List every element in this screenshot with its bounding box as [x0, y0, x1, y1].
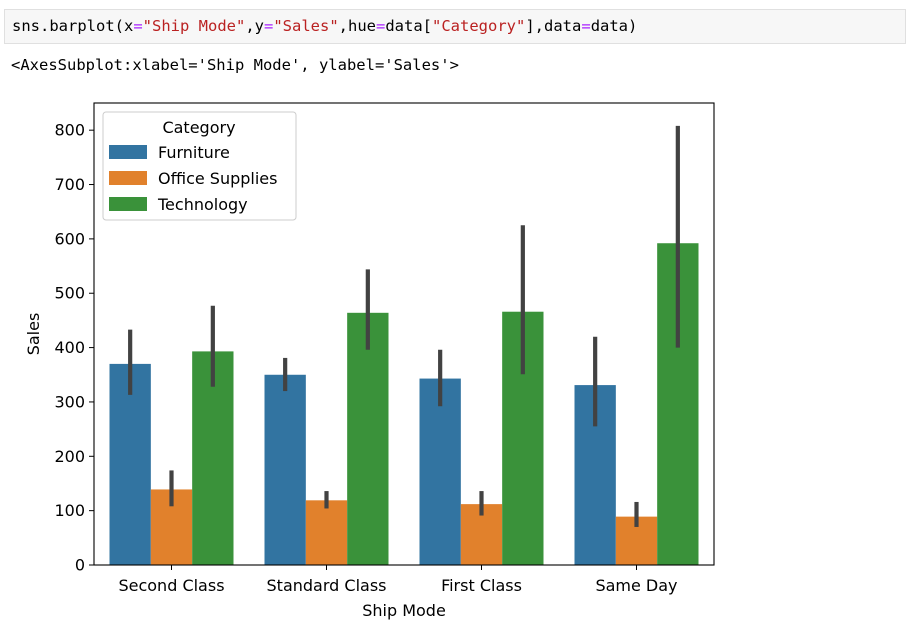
code-token: = — [376, 17, 386, 35]
y-tick-label: 500 — [54, 284, 85, 303]
code-token: = — [581, 17, 591, 35]
bar-furniture-2 — [419, 378, 461, 565]
y-tick-label: 100 — [54, 501, 85, 520]
code-token: "Ship Mode" — [142, 17, 246, 35]
code-token: = — [264, 17, 274, 35]
bar-technology-0 — [192, 351, 234, 565]
y-tick-label: 800 — [54, 121, 85, 140]
axes-frame — [93, 102, 715, 566]
code-token: sns.barplot(x — [12, 17, 134, 35]
x-axis: Second Class Standard Class First Class Sam… — [118, 565, 678, 595]
y-tick-label: 300 — [54, 392, 85, 411]
errorbars-group — [128, 125, 680, 527]
legend-swatch-technology — [109, 197, 147, 211]
cell-output-text: <AxesSubplot:xlabel='Ship Mode', ylabel=… — [11, 56, 459, 74]
code-token: ,hue — [338, 17, 376, 35]
y-axis: 0 100 200 300 400 500 600 700 800 — [54, 121, 94, 575]
code-token: = — [133, 17, 143, 35]
y-tick-label: 700 — [54, 175, 85, 194]
legend-swatch-furniture — [109, 145, 147, 159]
y-tick-label: 200 — [54, 447, 85, 466]
y-tick-label: 400 — [54, 338, 85, 357]
code-token: data[ — [385, 17, 433, 35]
y-axis-label: Sales — [24, 313, 43, 356]
x-tick-label: First Class — [441, 576, 522, 595]
bar-technology-1 — [347, 312, 389, 565]
legend-box — [102, 111, 297, 221]
x-tick-label: Second Class — [118, 576, 224, 595]
code-token: "Category" — [432, 17, 526, 35]
x-tick-label: Standard Class — [267, 576, 387, 595]
bar-office-supplies-1 — [305, 500, 348, 565]
code-token: ,y — [245, 17, 264, 35]
legend-swatch-office-supplies — [109, 171, 147, 185]
legend: Category Furniture Office Supplies Technolo… — [102, 111, 297, 221]
bar-furniture-0 — [109, 363, 151, 565]
legend-label: Furniture — [158, 143, 230, 162]
code-line[interactable]: sns.barplot(x="Ship Mode",y="Sales",hue=… — [12, 17, 637, 35]
code-token: data) — [590, 17, 638, 35]
legend-label: Office Supplies — [158, 169, 277, 188]
bars-group — [109, 243, 699, 565]
y-tick-label: 0 — [75, 556, 85, 575]
code-token: ],data — [525, 17, 582, 35]
x-axis-label: Ship Mode — [362, 601, 446, 620]
code-token: "Sales" — [273, 17, 339, 35]
code-cell[interactable]: sns.barplot(x="Ship Mode",y="Sales",hue=… — [4, 9, 906, 44]
bar-furniture-1 — [264, 374, 306, 565]
x-tick-label: Same Day — [595, 576, 677, 595]
legend-label: Technology — [157, 195, 248, 214]
y-tick-label: 600 — [54, 229, 85, 248]
legend-title: Category — [162, 118, 235, 137]
